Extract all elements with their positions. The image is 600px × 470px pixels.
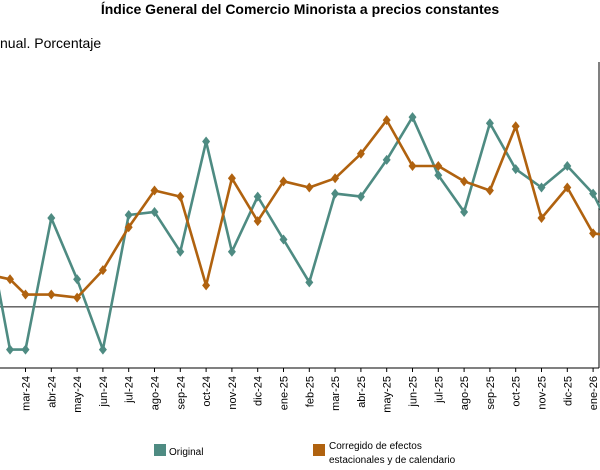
series-line-original xyxy=(0,115,600,351)
data-point-corregido xyxy=(6,274,15,285)
data-point-original xyxy=(331,188,340,199)
legend: Original Corregido de efectos estacional… xyxy=(154,441,456,466)
x-tick-label: jul-24 xyxy=(124,376,136,404)
legend-swatch-corregido xyxy=(313,444,325,456)
x-tick-label: jun-24 xyxy=(98,376,110,408)
x-tick-label: mar-24 xyxy=(21,376,33,411)
data-point-original xyxy=(47,213,56,224)
data-point-corregido xyxy=(589,228,598,239)
legend-swatch-original xyxy=(154,444,166,456)
data-point-original xyxy=(563,161,572,172)
data-point-corregido xyxy=(434,161,443,172)
series-line-corregido xyxy=(0,118,600,299)
x-tick-label: abr-25 xyxy=(356,376,368,408)
data-point-corregido xyxy=(98,265,107,276)
data-point-original xyxy=(589,188,598,199)
data-point-corregido xyxy=(202,280,211,291)
data-point-corregido xyxy=(279,176,288,187)
data-point-corregido xyxy=(21,289,30,300)
x-tick-label: ene-25 xyxy=(279,376,291,410)
data-point-original xyxy=(305,277,314,288)
x-tick-label: nov-25 xyxy=(537,376,549,410)
data-point-corregido xyxy=(305,182,314,193)
x-tick-label: nov-24 xyxy=(227,376,239,410)
data-point-corregido xyxy=(47,289,56,300)
x-tick-label: oct-24 xyxy=(201,376,213,407)
x-tick-label: abr-24 xyxy=(46,376,58,408)
data-point-corregido xyxy=(537,213,546,224)
chart-title: Índice General del Comercio Minorista a … xyxy=(101,1,500,17)
x-tick-label: mar-25 xyxy=(330,376,342,411)
data-point-corregido xyxy=(511,121,520,132)
x-tick-label: ago-25 xyxy=(459,376,471,410)
data-point-original xyxy=(150,206,159,217)
data-point-corregido xyxy=(485,185,494,196)
data-point-corregido xyxy=(563,182,572,193)
data-point-original xyxy=(434,170,443,181)
x-tick-label: may-24 xyxy=(72,376,84,413)
x-tick-label: jun-25 xyxy=(408,376,420,408)
data-point-corregido xyxy=(124,222,133,233)
data-point-original xyxy=(98,344,107,355)
data-point-corregido xyxy=(227,173,236,184)
x-tick-label: ago-24 xyxy=(150,376,162,410)
data-point-original xyxy=(202,136,211,147)
data-point-original xyxy=(382,154,391,165)
x-tick-label: dic-25 xyxy=(562,376,574,406)
x-tick-label: oct-25 xyxy=(511,376,523,407)
data-point-original xyxy=(176,246,185,257)
data-point-original xyxy=(485,118,494,129)
data-point-corregido xyxy=(150,185,159,196)
series-layer xyxy=(0,112,600,355)
data-point-original xyxy=(227,246,236,257)
x-tick-label: feb-25 xyxy=(304,376,316,407)
data-point-corregido xyxy=(460,176,469,187)
x-tick-label: may-25 xyxy=(382,376,394,413)
data-point-corregido xyxy=(73,292,82,303)
data-point-original xyxy=(253,191,262,202)
data-point-original xyxy=(73,274,82,285)
legend-label-corregido-line1: Corregido de efectos xyxy=(329,441,422,452)
data-point-corregido xyxy=(408,161,417,172)
x-tick-label: ene-26 xyxy=(588,376,600,410)
data-point-original xyxy=(460,206,469,217)
chart-subtitle: nual. Porcentaje xyxy=(0,35,101,51)
data-point-original xyxy=(408,112,417,123)
data-point-original xyxy=(537,182,546,193)
data-point-original xyxy=(6,344,15,355)
data-point-corregido xyxy=(356,148,365,159)
x-tick-label: sep-24 xyxy=(175,376,187,410)
data-point-corregido xyxy=(176,191,185,202)
data-point-original xyxy=(356,191,365,202)
data-point-original xyxy=(21,344,30,355)
data-point-corregido xyxy=(382,115,391,126)
x-axis-ticks: mar-24 abr-24 may-24 jun-24 jul-24 ago-24 sep-… xyxy=(21,368,600,413)
data-point-original xyxy=(511,164,520,175)
data-point-corregido xyxy=(253,216,262,227)
x-tick-label: dic-24 xyxy=(253,376,265,406)
legend-label-corregido-line2: estacionales y de calendario xyxy=(329,455,456,466)
x-tick-label: sep-25 xyxy=(485,376,497,410)
data-point-original xyxy=(279,234,288,245)
data-point-original xyxy=(124,210,133,220)
legend-label-original: Original xyxy=(169,447,203,458)
data-point-corregido xyxy=(331,173,340,184)
x-tick-label: jul-25 xyxy=(433,376,445,404)
